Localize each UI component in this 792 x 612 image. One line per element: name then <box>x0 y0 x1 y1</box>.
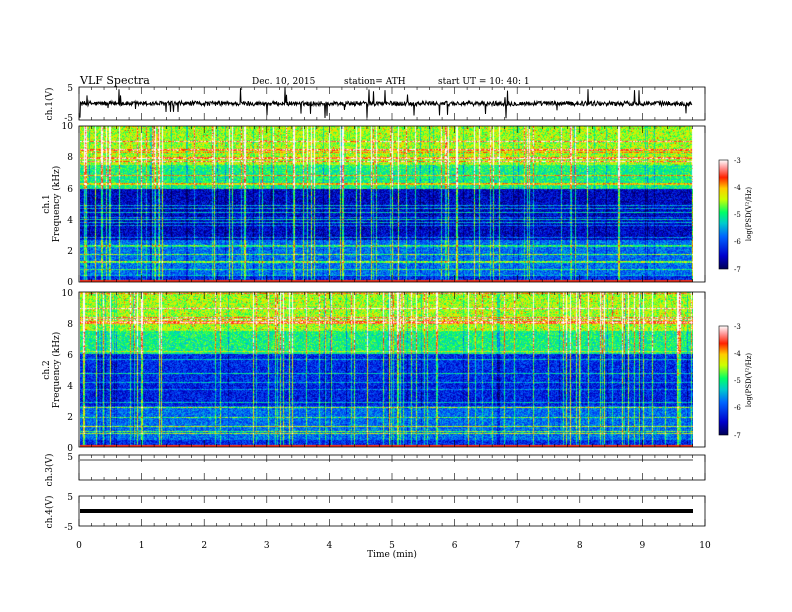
ch4-ytick-minus5: -5 <box>64 523 73 533</box>
time-axis-tick-0: 0 <box>76 541 82 551</box>
start-time-label: start UT = 10: 40: 1 <box>438 77 530 87</box>
ch2-freq-tick-0: 0 <box>67 444 73 454</box>
time-axis-tick-8: 8 <box>577 541 583 551</box>
time-axis-tick-10: 10 <box>699 541 711 551</box>
ch1-freq-tick-2: 2 <box>67 247 73 257</box>
ch2-cbar-tick-m3: -3 <box>734 323 741 331</box>
ch1-colorbar <box>718 159 729 270</box>
ch1-waveform-series <box>79 87 693 119</box>
ch1-spectrogram-ylabel: ch.1Frequency (kHz) <box>42 166 62 243</box>
ch1-cbar-tick-m3: -3 <box>734 157 741 165</box>
ch2-colorbar-label: log(PSD(V²/Hz) <box>745 353 753 408</box>
ch1-freq-tick-4: 4 <box>67 216 73 226</box>
ch3-waveform-xticks <box>78 455 706 480</box>
time-axis-tick-6: 6 <box>452 541 458 551</box>
date-label: Dec. 10, 2015 <box>252 77 316 87</box>
ch1-ytick-minus5: -5 <box>64 114 73 124</box>
time-axis-tick-4: 4 <box>327 541 333 551</box>
ch4-ytick-5: 5 <box>67 493 73 503</box>
ch1-spectrogram-image <box>80 126 693 282</box>
time-axis-tick-9: 9 <box>640 541 646 551</box>
ch1-freq-tick-8: 8 <box>67 153 73 163</box>
ch2-freq-tick-6: 6 <box>67 351 73 361</box>
ch2-freq-tick-10: 10 <box>62 289 74 299</box>
time-axis-tick-2: 2 <box>201 541 207 551</box>
ch2-cbar-tick-m4: -4 <box>734 350 741 358</box>
ch1-cbar-tick-m4: -4 <box>734 184 741 192</box>
time-axis-tick-5: 5 <box>389 541 395 551</box>
ch3-ytick-5: 5 <box>67 453 73 463</box>
ch3-waveform-ylabel: ch.3(V) <box>44 454 55 487</box>
ch1-cbar-tick-m7: -7 <box>734 266 741 274</box>
figure-title: VLF Spectra <box>79 74 150 87</box>
time-axis-label: Time (min) <box>367 549 417 560</box>
ch2-spectrogram-ylabel: ch.2Frequency (kHz) <box>42 332 62 409</box>
ch1-ytick-5: 5 <box>67 84 73 94</box>
ch1-waveform-xticks <box>78 87 706 120</box>
ch1-cbar-tick-m5: -5 <box>734 211 741 219</box>
ch4-waveform-xticks <box>78 496 706 526</box>
panel-ch1-spectrogram: 10 8 6 4 2 0 ch.1Frequency (kHz) -3 -4 -… <box>42 122 753 288</box>
panel-ch3-waveform: 5 ch.3(V) <box>44 453 706 487</box>
ch1-spectrogram-xticks <box>78 126 706 282</box>
ch4-waveform-ylabel: ch.4(V) <box>44 496 55 529</box>
ch2-freq-tick-8: 8 <box>67 320 73 330</box>
time-axis-tick-labels: 0 1 2 3 4 5 6 7 8 9 10 <box>76 541 711 551</box>
panel-ch4-waveform: 5 -5 ch.4(V) <box>44 493 706 533</box>
ch2-colorbar <box>718 325 729 436</box>
ch1-freq-tick-6: 6 <box>67 185 73 195</box>
panel-ch1-waveform: 5 -5 ch.1(V) <box>44 84 706 124</box>
ch2-spectrogram-xticks <box>78 292 706 447</box>
panel-ch2-spectrogram: 10 8 6 4 2 0 ch.2Frequency (kHz) -3 -4 -… <box>42 289 753 454</box>
ch2-cbar-tick-m7: -7 <box>734 432 741 440</box>
ch2-freq-tick-2: 2 <box>67 413 73 423</box>
ch1-freq-tick-10: 10 <box>62 122 74 132</box>
ch2-cbar-tick-m6: -6 <box>734 404 741 412</box>
ch2-spectrogram-image <box>80 292 693 447</box>
time-axis-tick-3: 3 <box>264 541 270 551</box>
ch1-waveform-ylabel: ch.1(V) <box>44 88 55 121</box>
time-axis-tick-1: 1 <box>139 541 145 551</box>
ch1-freq-tick-0: 0 <box>67 278 73 288</box>
ch1-cbar-tick-m6: -6 <box>734 238 741 246</box>
ch1-colorbar-label: log(PSD(V²/Hz) <box>745 187 753 242</box>
ch2-cbar-tick-m5: -5 <box>734 377 741 385</box>
ch2-freq-tick-4: 4 <box>67 382 73 392</box>
station-label: station= ATH <box>344 77 406 87</box>
time-axis-tick-7: 7 <box>514 541 520 551</box>
